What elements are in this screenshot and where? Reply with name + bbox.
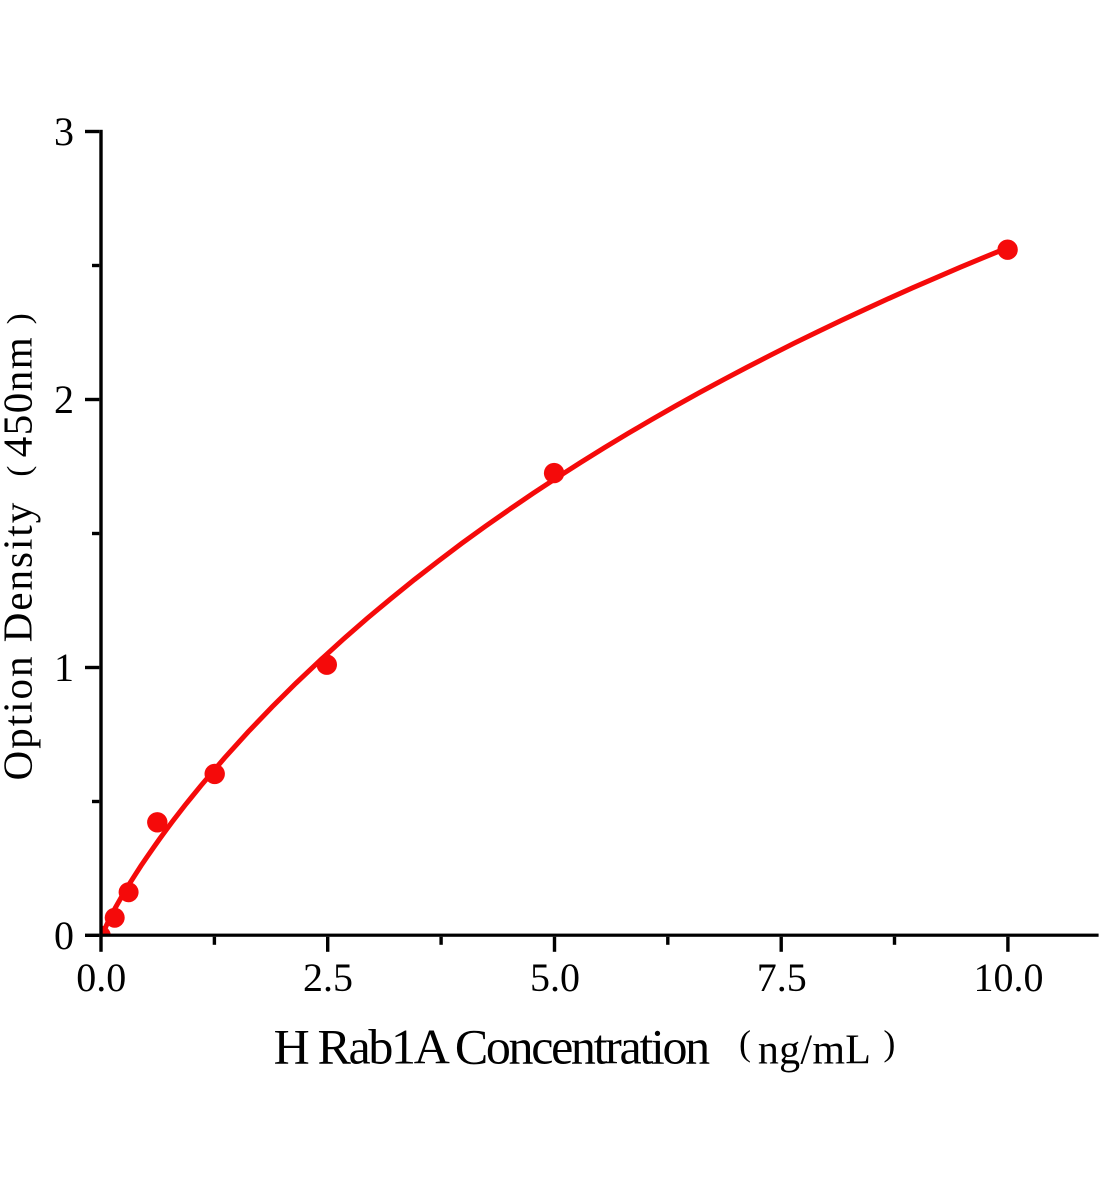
svg-text:7.5: 7.5: [757, 955, 807, 1000]
svg-text:0.0: 0.0: [76, 955, 126, 1000]
svg-text:2: 2: [54, 377, 74, 422]
svg-text:5.0: 5.0: [530, 955, 580, 1000]
svg-text:(: (: [2, 466, 38, 477]
svg-text:450nm: 450nm: [0, 336, 41, 457]
svg-text:(: (: [739, 1023, 751, 1063]
svg-text:H Rab1A Concentration: H Rab1A Concentration: [274, 1019, 710, 1075]
svg-text:): ): [2, 313, 38, 324]
svg-text:Option Density: Option Density: [0, 501, 41, 781]
svg-text:ng/mL: ng/mL: [758, 1028, 871, 1074]
svg-text:10.0: 10.0: [974, 955, 1044, 1000]
svg-text:3: 3: [54, 109, 74, 154]
svg-text:): ): [883, 1023, 895, 1063]
svg-text:2.5: 2.5: [303, 955, 353, 1000]
svg-text:0: 0: [54, 913, 74, 958]
svg-text:1: 1: [54, 645, 74, 690]
